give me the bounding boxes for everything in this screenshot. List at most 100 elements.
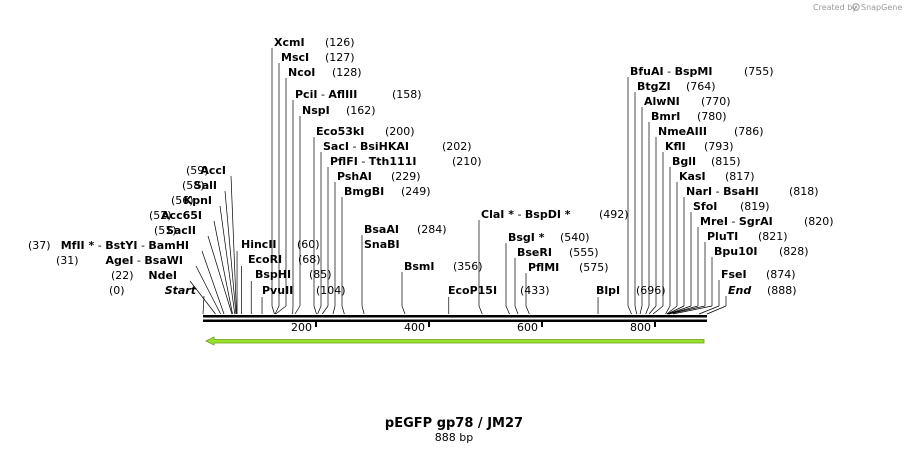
site-label-text: BsmI xyxy=(404,260,435,273)
dna-backbone[interactable] xyxy=(203,315,707,322)
site-label-text: PvuII xyxy=(262,284,293,297)
site-connector-line xyxy=(341,305,345,315)
site-label-bgli[interactable]: BglI (815) xyxy=(672,155,741,168)
site-label-text: AgeI - BsaWI xyxy=(105,254,183,267)
site-connector-line xyxy=(645,305,650,315)
site-connector-line xyxy=(361,305,365,315)
ruler-tick xyxy=(654,321,656,327)
site-label-text: AccI xyxy=(200,164,226,177)
site-label-pluti[interactable]: PluTI (821) xyxy=(707,230,788,243)
site-label-acc65i[interactable]: Acc65I(52) xyxy=(149,209,202,222)
site-connector-line xyxy=(230,175,237,315)
site-position: (793) xyxy=(704,140,734,153)
site-label-kfli[interactable]: KflI (793) xyxy=(665,140,734,153)
site-label-text: Start xyxy=(165,284,197,297)
credit-brand: SnapGene xyxy=(861,3,902,12)
feature-arrow[interactable] xyxy=(205,336,705,346)
site-label-xcmi[interactable]: XcmI (126) xyxy=(274,36,355,49)
site-label-nari[interactable]: NarI - BsaHI (818) xyxy=(686,185,819,198)
site-position: (162) xyxy=(346,104,376,117)
site-connector-line xyxy=(639,305,643,315)
site-label-text: Bpu10I xyxy=(714,245,758,258)
site-label-mrei[interactable]: MreI - SgrAI (820) xyxy=(700,215,834,228)
site-connector-line xyxy=(275,305,287,315)
site-label-bsaai[interactable]: BsaAI (284) xyxy=(364,223,447,236)
site-position: (104) xyxy=(316,284,346,297)
site-label-mfii[interactable]: MfII * - BstYI - BamHI (37) xyxy=(28,239,189,252)
site-label-text: AlwNI xyxy=(644,95,680,108)
site-connector-line xyxy=(666,305,678,315)
site-label-text: HincII xyxy=(241,238,277,251)
site-label-bmri[interactable]: BmrI (780) xyxy=(651,110,727,123)
site-connector-line xyxy=(321,305,329,315)
site-label-text: BtgZI xyxy=(637,80,671,93)
site-label-hincii[interactable]: HincII (60) xyxy=(241,238,320,251)
site-labels[interactable]: AccI(59) SalI(58) KpnI(56) Acc65I(52) SacII(… xyxy=(28,36,834,297)
site-label-kasi[interactable]: KasI (817) xyxy=(679,170,755,183)
site-label-msci[interactable]: MscI (127) xyxy=(281,51,355,64)
site-label-nspi[interactable]: NspI (162) xyxy=(302,104,376,117)
site-label-blpi[interactable]: BlpI (696) xyxy=(596,284,666,297)
site-label-bsmi[interactable]: BsmI (356) xyxy=(404,260,483,273)
site-label-pcii[interactable]: PciI - AflIII (158) xyxy=(295,88,422,101)
site-label-text: SfoI xyxy=(693,200,717,213)
site-label-text: BfuAI - BspMI xyxy=(630,65,712,78)
site-label-ecop15i[interactable]: EcoP15I (433) xyxy=(448,284,550,297)
ruler-label: 600 xyxy=(517,321,538,334)
site-label-text: MfII * - BstYI - BamHI xyxy=(61,239,189,252)
site-label-bseri[interactable]: BseRI (555) xyxy=(517,246,599,259)
site-label-agei[interactable]: AgeI - BsaWI (31) xyxy=(56,254,183,267)
site-label-alwni[interactable]: AlwNI (770) xyxy=(644,95,731,108)
site-position: (770) xyxy=(701,95,731,108)
site-label-clai[interactable]: ClaI * - BspDI * (492) xyxy=(481,208,629,221)
site-connector-line xyxy=(317,305,322,315)
site-position: (37) xyxy=(28,239,51,252)
site-label-text: BglI xyxy=(672,155,696,168)
site-position: (492) xyxy=(599,208,629,221)
site-label-text: Acc65I xyxy=(161,209,202,222)
site-label-text: BsaAI xyxy=(364,223,399,236)
site-position: (31) xyxy=(56,254,79,267)
site-label-pvuii[interactable]: PvuII (104) xyxy=(262,284,346,297)
site-label-kpni[interactable]: KpnI(56) xyxy=(171,194,212,207)
site-label-text: NspI xyxy=(302,104,330,117)
site-label-bfuai[interactable]: BfuAI - BspMI (755) xyxy=(630,65,774,78)
site-label-sacii[interactable]: SacII(51) xyxy=(154,224,196,237)
site-label-pflfi[interactable]: PflFI - Tth111I (210) xyxy=(330,155,482,168)
site-label-text: PluTI xyxy=(707,230,738,243)
site-label-ndei[interactable]: NdeI (22) xyxy=(111,269,177,282)
site-label-acci[interactable]: AccI(59) xyxy=(186,164,226,177)
site-label-saci[interactable]: SacI - BsiHKAI (202) xyxy=(323,140,472,153)
site-label-fsei[interactable]: FseI (874) xyxy=(721,268,796,281)
site-label-pshai[interactable]: PshAI (229) xyxy=(337,170,421,183)
site-label-ecori[interactable]: EcoRI (68) xyxy=(248,253,321,266)
site-label-nmeaiii[interactable]: NmeAIII (786) xyxy=(658,125,764,138)
site-label-sali[interactable]: SalI(58) xyxy=(182,179,217,192)
site-position: (555) xyxy=(569,246,599,259)
site-position: (68) xyxy=(298,253,321,266)
site-connector-line xyxy=(665,305,671,315)
site-label-start[interactable]: Start (0) xyxy=(109,284,197,297)
site-label-btgzi[interactable]: BtgZI (764) xyxy=(637,80,716,93)
site-position: (433) xyxy=(520,284,550,297)
site-label-text: BsgI * xyxy=(508,231,545,244)
site-position: (874) xyxy=(766,268,796,281)
site-label-snabi[interactable]: SnaBI xyxy=(364,238,400,251)
site-position: (356) xyxy=(453,260,483,273)
site-connectors xyxy=(189,48,727,315)
site-label-bmgbi[interactable]: BmgBI (249) xyxy=(344,185,431,198)
site-label-bsphi[interactable]: BspHI (85) xyxy=(255,268,332,281)
site-label-ncoi[interactable]: NcoI (128) xyxy=(288,66,362,79)
site-label-text: NcoI xyxy=(288,66,315,79)
site-label-bsgi[interactable]: BsgI * (540) xyxy=(508,231,590,244)
site-label-sfoi[interactable]: SfoI (819) xyxy=(693,200,770,213)
site-label-bpu10i[interactable]: Bpu10I (828) xyxy=(714,245,809,258)
site-label-eco53ki[interactable]: Eco53kI (200) xyxy=(316,125,415,138)
site-label-pflmi[interactable]: PflMI (575) xyxy=(528,261,609,274)
site-label-end[interactable]: End (888) xyxy=(728,284,797,297)
site-position: (819) xyxy=(740,200,770,213)
ruler-label: 800 xyxy=(630,321,651,334)
ruler-tick xyxy=(315,321,317,327)
site-connector-line xyxy=(627,305,632,315)
